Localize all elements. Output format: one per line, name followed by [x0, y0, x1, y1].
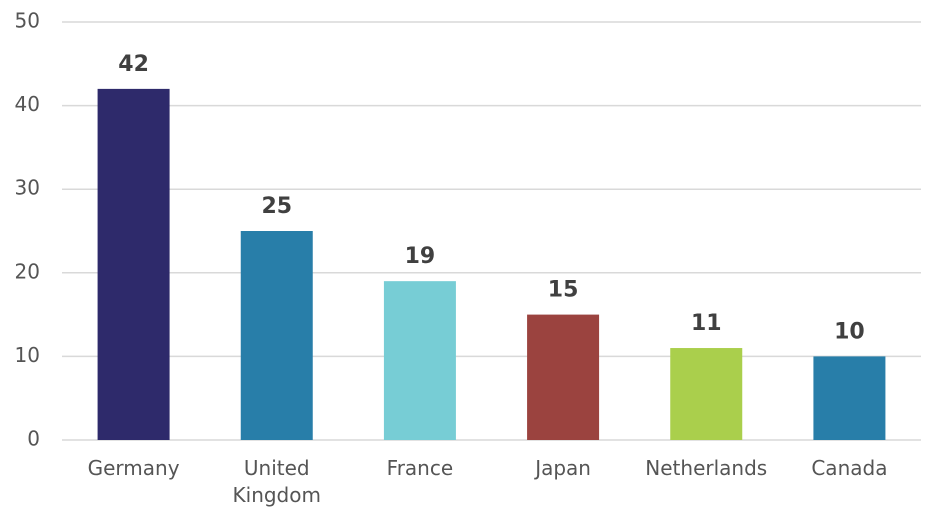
x-tick-label: Germany: [87, 456, 180, 480]
bar: [527, 314, 600, 440]
y-tick-label: 50: [15, 9, 40, 33]
y-tick-label: 0: [27, 427, 40, 451]
value-label: 15: [548, 278, 579, 303]
y-tick-label: 30: [15, 176, 40, 200]
value-label: 42: [118, 52, 149, 77]
value-label: 10: [834, 319, 865, 344]
bar: [240, 231, 313, 440]
value-label: 25: [261, 194, 292, 219]
value-label: 11: [691, 311, 722, 336]
bar: [670, 348, 743, 440]
x-tick-label: United Kingdom: [232, 456, 321, 507]
bar: [813, 356, 886, 440]
y-tick-label: 10: [15, 343, 40, 367]
y-tick-label: 20: [15, 259, 40, 283]
x-tick-label: Canada: [811, 456, 888, 480]
y-tick-label: 40: [15, 92, 40, 116]
bar: [383, 281, 456, 440]
x-tick-label: France: [386, 456, 454, 480]
x-tick-label: Netherlands: [645, 456, 768, 480]
x-tick-label: Japan: [535, 456, 591, 480]
value-label: 19: [405, 244, 436, 269]
bar: [97, 88, 170, 440]
